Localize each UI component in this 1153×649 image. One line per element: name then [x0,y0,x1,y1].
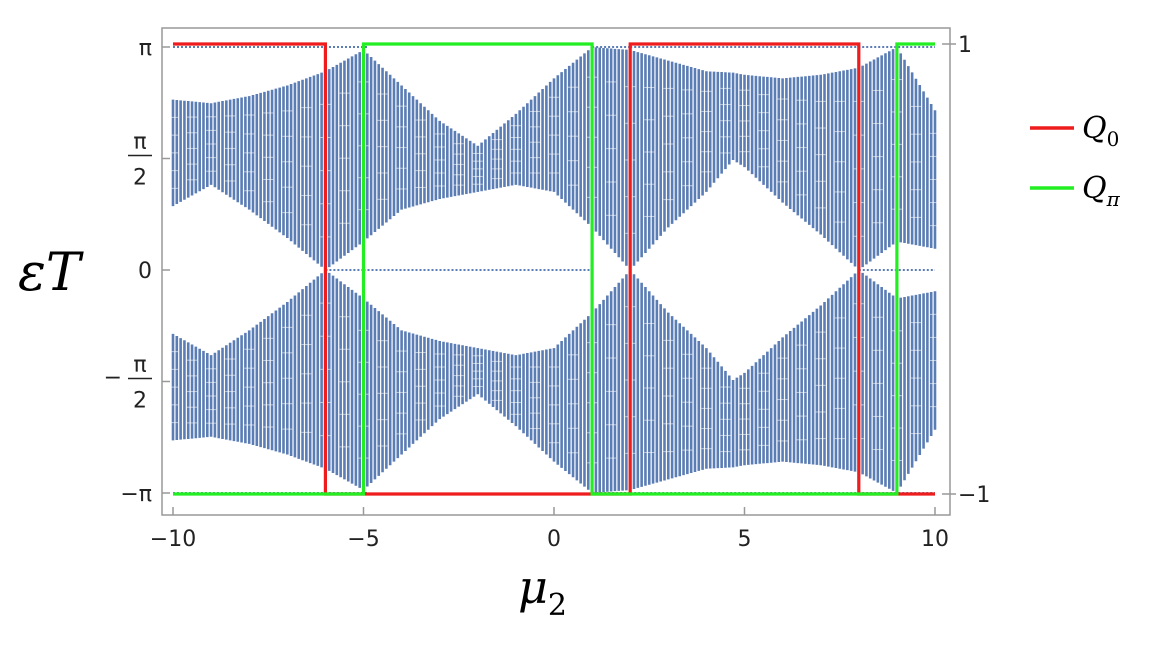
y-tick-label-den: 2 [133,389,147,414]
plot-frame [161,27,951,516]
x-tick-label: 10 [921,527,949,552]
x-tick-label: −10 [150,527,196,552]
y-tick-label-num: π [133,353,146,378]
y-tick-label-den: 2 [133,165,147,190]
y-axis-title: εT [18,243,84,303]
right-tick-label: −1 [958,483,990,508]
spectrum-bands [168,47,940,493]
y-tick-label-fraction: π 2− [104,353,152,414]
legend: Q0 Qπ [1030,111,1121,211]
x-tick-label: 5 [738,527,752,552]
y-tick-label: 0 [138,259,152,284]
x-tick-label: 0 [547,527,561,552]
x-axis-title: μ2 [518,560,567,623]
y-tick-label: π [139,36,152,61]
y-axis-title-text: εT [18,243,84,303]
series-Qπ [173,42,935,496]
y-tick-label-fraction: π2 [128,129,152,190]
svg-text:μ2: μ2 [518,560,567,623]
x-axis-title-main: μ [518,560,548,614]
legend-item-Q0: Q0 [1030,111,1119,151]
legend-item-Qπ: Qπ [1030,171,1121,211]
series-lines [173,42,935,496]
y-tick-label-num: π [133,129,146,154]
x-axis-title-sub: 2 [548,588,567,623]
legend-label: Qπ [1082,171,1121,211]
y-tick-label-sign: − [104,366,122,391]
legend-label: Q0 [1082,111,1119,151]
y-tick-label: −π [120,482,152,507]
x-tick-label: −5 [347,527,379,552]
right-tick-label: 1 [958,33,972,58]
